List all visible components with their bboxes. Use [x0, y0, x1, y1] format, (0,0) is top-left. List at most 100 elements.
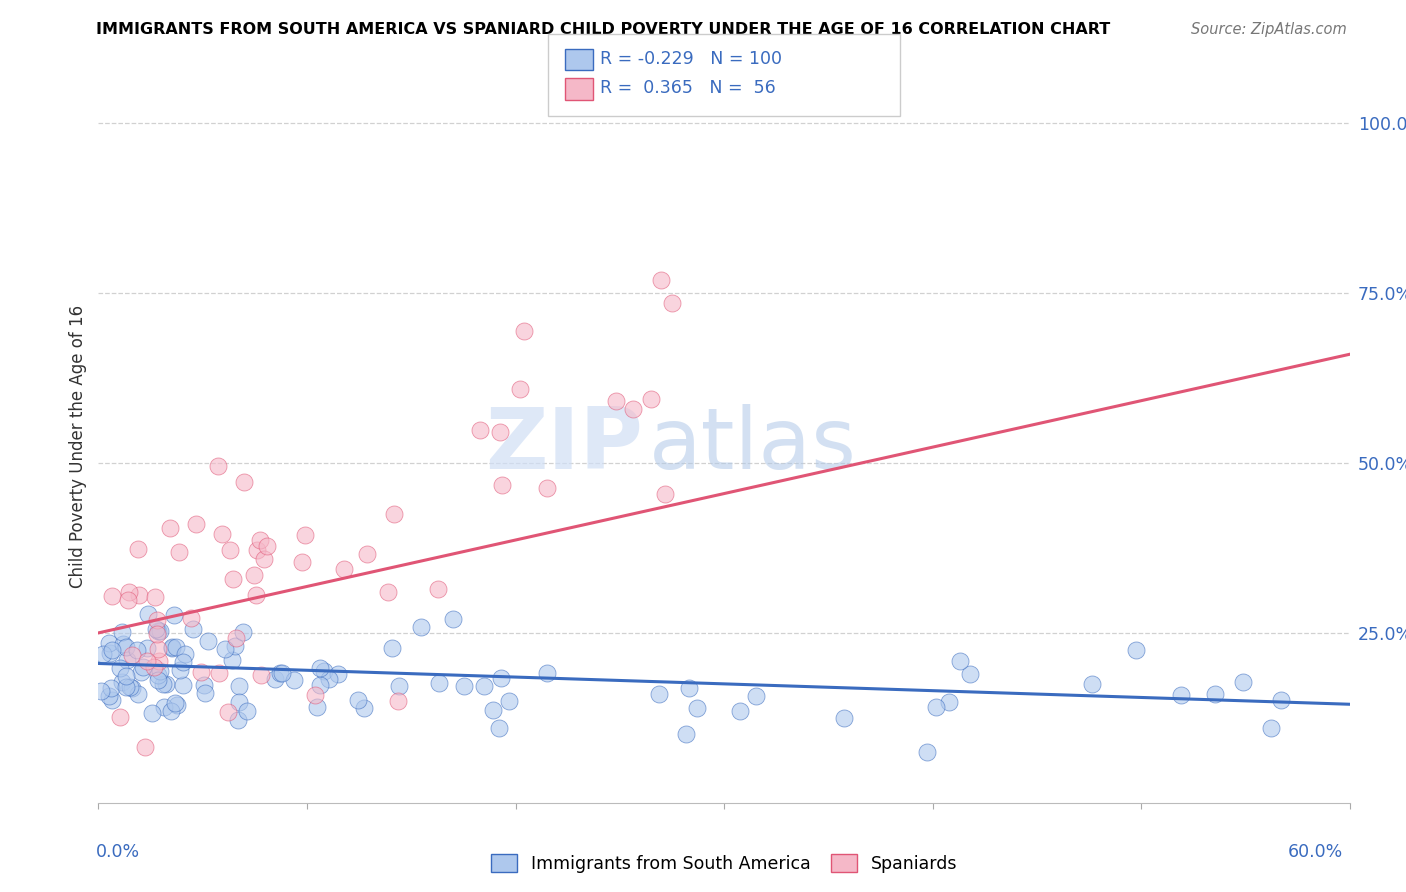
- Text: 0.0%: 0.0%: [96, 843, 139, 861]
- Point: [131, 659, 153, 673]
- Point: [97, 636, 120, 650]
- Point: [536, 481, 558, 495]
- Point: [165, 697, 187, 711]
- Point: [377, 585, 399, 599]
- Point: [208, 665, 231, 680]
- Point: [252, 551, 274, 566]
- Point: [650, 273, 672, 287]
- Point: [271, 666, 294, 681]
- Point: [190, 665, 212, 679]
- Point: [728, 704, 751, 718]
- Point: [249, 533, 271, 547]
- Point: [127, 643, 149, 657]
- Point: [160, 640, 183, 654]
- Point: [152, 676, 174, 690]
- Point: [118, 585, 141, 599]
- Text: IMMIGRANTS FROM SOUTH AMERICA VS SPANIARD CHILD POVERTY UNDER THE AGE OF 16 CORR: IMMIGRANTS FROM SOUTH AMERICA VS SPANIAR…: [96, 22, 1109, 37]
- Point: [388, 679, 411, 693]
- Point: [165, 640, 187, 655]
- Point: [138, 607, 160, 622]
- Point: [167, 545, 190, 559]
- Point: [169, 663, 191, 677]
- Point: [938, 696, 960, 710]
- Point: [675, 727, 697, 741]
- Point: [309, 677, 332, 691]
- Point: [621, 402, 644, 417]
- Point: [226, 714, 249, 728]
- Point: [427, 676, 450, 690]
- Point: [489, 425, 512, 439]
- Point: [427, 582, 450, 597]
- Point: [160, 704, 183, 718]
- Point: [381, 640, 404, 655]
- Point: [115, 640, 138, 654]
- Text: ZIP: ZIP: [485, 404, 643, 488]
- Point: [1080, 677, 1102, 691]
- Point: [640, 392, 662, 406]
- Point: [648, 687, 671, 701]
- Point: [211, 527, 233, 541]
- Point: [1270, 693, 1292, 707]
- Point: [472, 679, 495, 693]
- Point: [264, 672, 287, 686]
- Point: [197, 634, 219, 648]
- Point: [134, 739, 156, 754]
- Legend: Immigrants from South America, Spaniards: Immigrants from South America, Spaniards: [491, 854, 957, 872]
- Point: [605, 394, 627, 409]
- Point: [1125, 643, 1147, 657]
- Point: [224, 639, 246, 653]
- Point: [328, 667, 350, 681]
- Point: [148, 654, 170, 668]
- Point: [924, 699, 946, 714]
- Point: [654, 486, 676, 500]
- Point: [193, 678, 215, 692]
- Point: [111, 637, 134, 651]
- Point: [214, 642, 236, 657]
- Point: [468, 423, 491, 437]
- Point: [536, 666, 558, 681]
- Point: [166, 698, 188, 712]
- Point: [127, 541, 149, 556]
- Point: [186, 516, 208, 531]
- Point: [409, 620, 432, 634]
- Point: [233, 475, 256, 490]
- Point: [121, 648, 143, 663]
- Point: [97, 689, 120, 703]
- Point: [949, 654, 972, 668]
- Point: [304, 688, 326, 702]
- Point: [228, 679, 250, 693]
- Point: [481, 702, 503, 716]
- Point: [172, 656, 194, 670]
- Text: R = -0.229   N = 100: R = -0.229 N = 100: [600, 50, 782, 68]
- Point: [513, 324, 536, 338]
- Point: [222, 573, 245, 587]
- Point: [146, 642, 169, 657]
- Point: [382, 507, 405, 521]
- Point: [155, 677, 177, 691]
- Text: 60.0%: 60.0%: [1288, 843, 1343, 861]
- Point: [333, 562, 356, 576]
- Point: [221, 653, 243, 667]
- Point: [217, 705, 239, 719]
- Point: [110, 661, 132, 675]
- Point: [146, 673, 169, 687]
- Point: [1170, 688, 1192, 702]
- Point: [149, 624, 172, 639]
- Text: Source: ZipAtlas.com: Source: ZipAtlas.com: [1191, 22, 1347, 37]
- Point: [101, 589, 124, 603]
- Point: [347, 693, 370, 707]
- Point: [136, 641, 159, 656]
- Point: [172, 678, 194, 692]
- Point: [353, 701, 375, 715]
- Point: [387, 694, 409, 708]
- Point: [915, 745, 938, 759]
- Point: [309, 661, 332, 675]
- Point: [117, 592, 139, 607]
- Point: [100, 693, 122, 707]
- Point: [180, 611, 202, 625]
- Point: [832, 711, 855, 725]
- Point: [256, 539, 278, 553]
- Point: [98, 646, 121, 660]
- Point: [686, 701, 709, 715]
- Point: [294, 528, 316, 542]
